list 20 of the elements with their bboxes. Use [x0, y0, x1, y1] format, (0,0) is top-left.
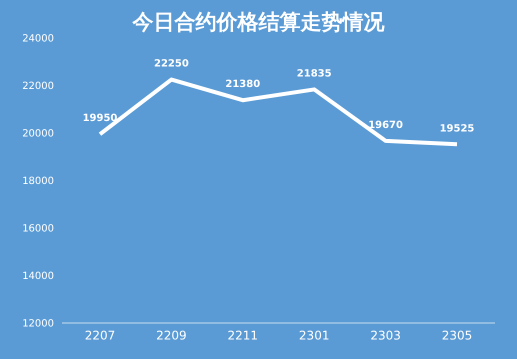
y-tick-label: 12000: [22, 318, 54, 330]
data-label: 21835: [296, 68, 332, 80]
x-tick-label: 2303: [370, 328, 401, 343]
x-tick-label: 2301: [298, 328, 330, 343]
chart-title: 今日合约价格结算走势情况: [132, 9, 384, 34]
x-tick-label: 2209: [156, 328, 187, 343]
y-tick-label: 18000: [22, 176, 54, 188]
data-label: 19525: [440, 123, 474, 134]
data-label: 21380: [225, 79, 260, 90]
y-tick-label: 20000: [22, 128, 54, 140]
data-label: 19950: [82, 113, 118, 124]
x-tick-label: 2207: [84, 328, 116, 343]
y-tick-label: 22000: [22, 81, 54, 92]
y-tick-label: 24000: [22, 34, 54, 45]
x-tick-label: 2305: [442, 328, 472, 343]
y-tick-label: 16000: [22, 224, 54, 235]
y-tick-label: 14000: [22, 271, 54, 282]
data-label: 22250: [154, 58, 189, 70]
data-label: 19670: [368, 120, 404, 131]
x-tick-label: 2211: [228, 328, 258, 343]
